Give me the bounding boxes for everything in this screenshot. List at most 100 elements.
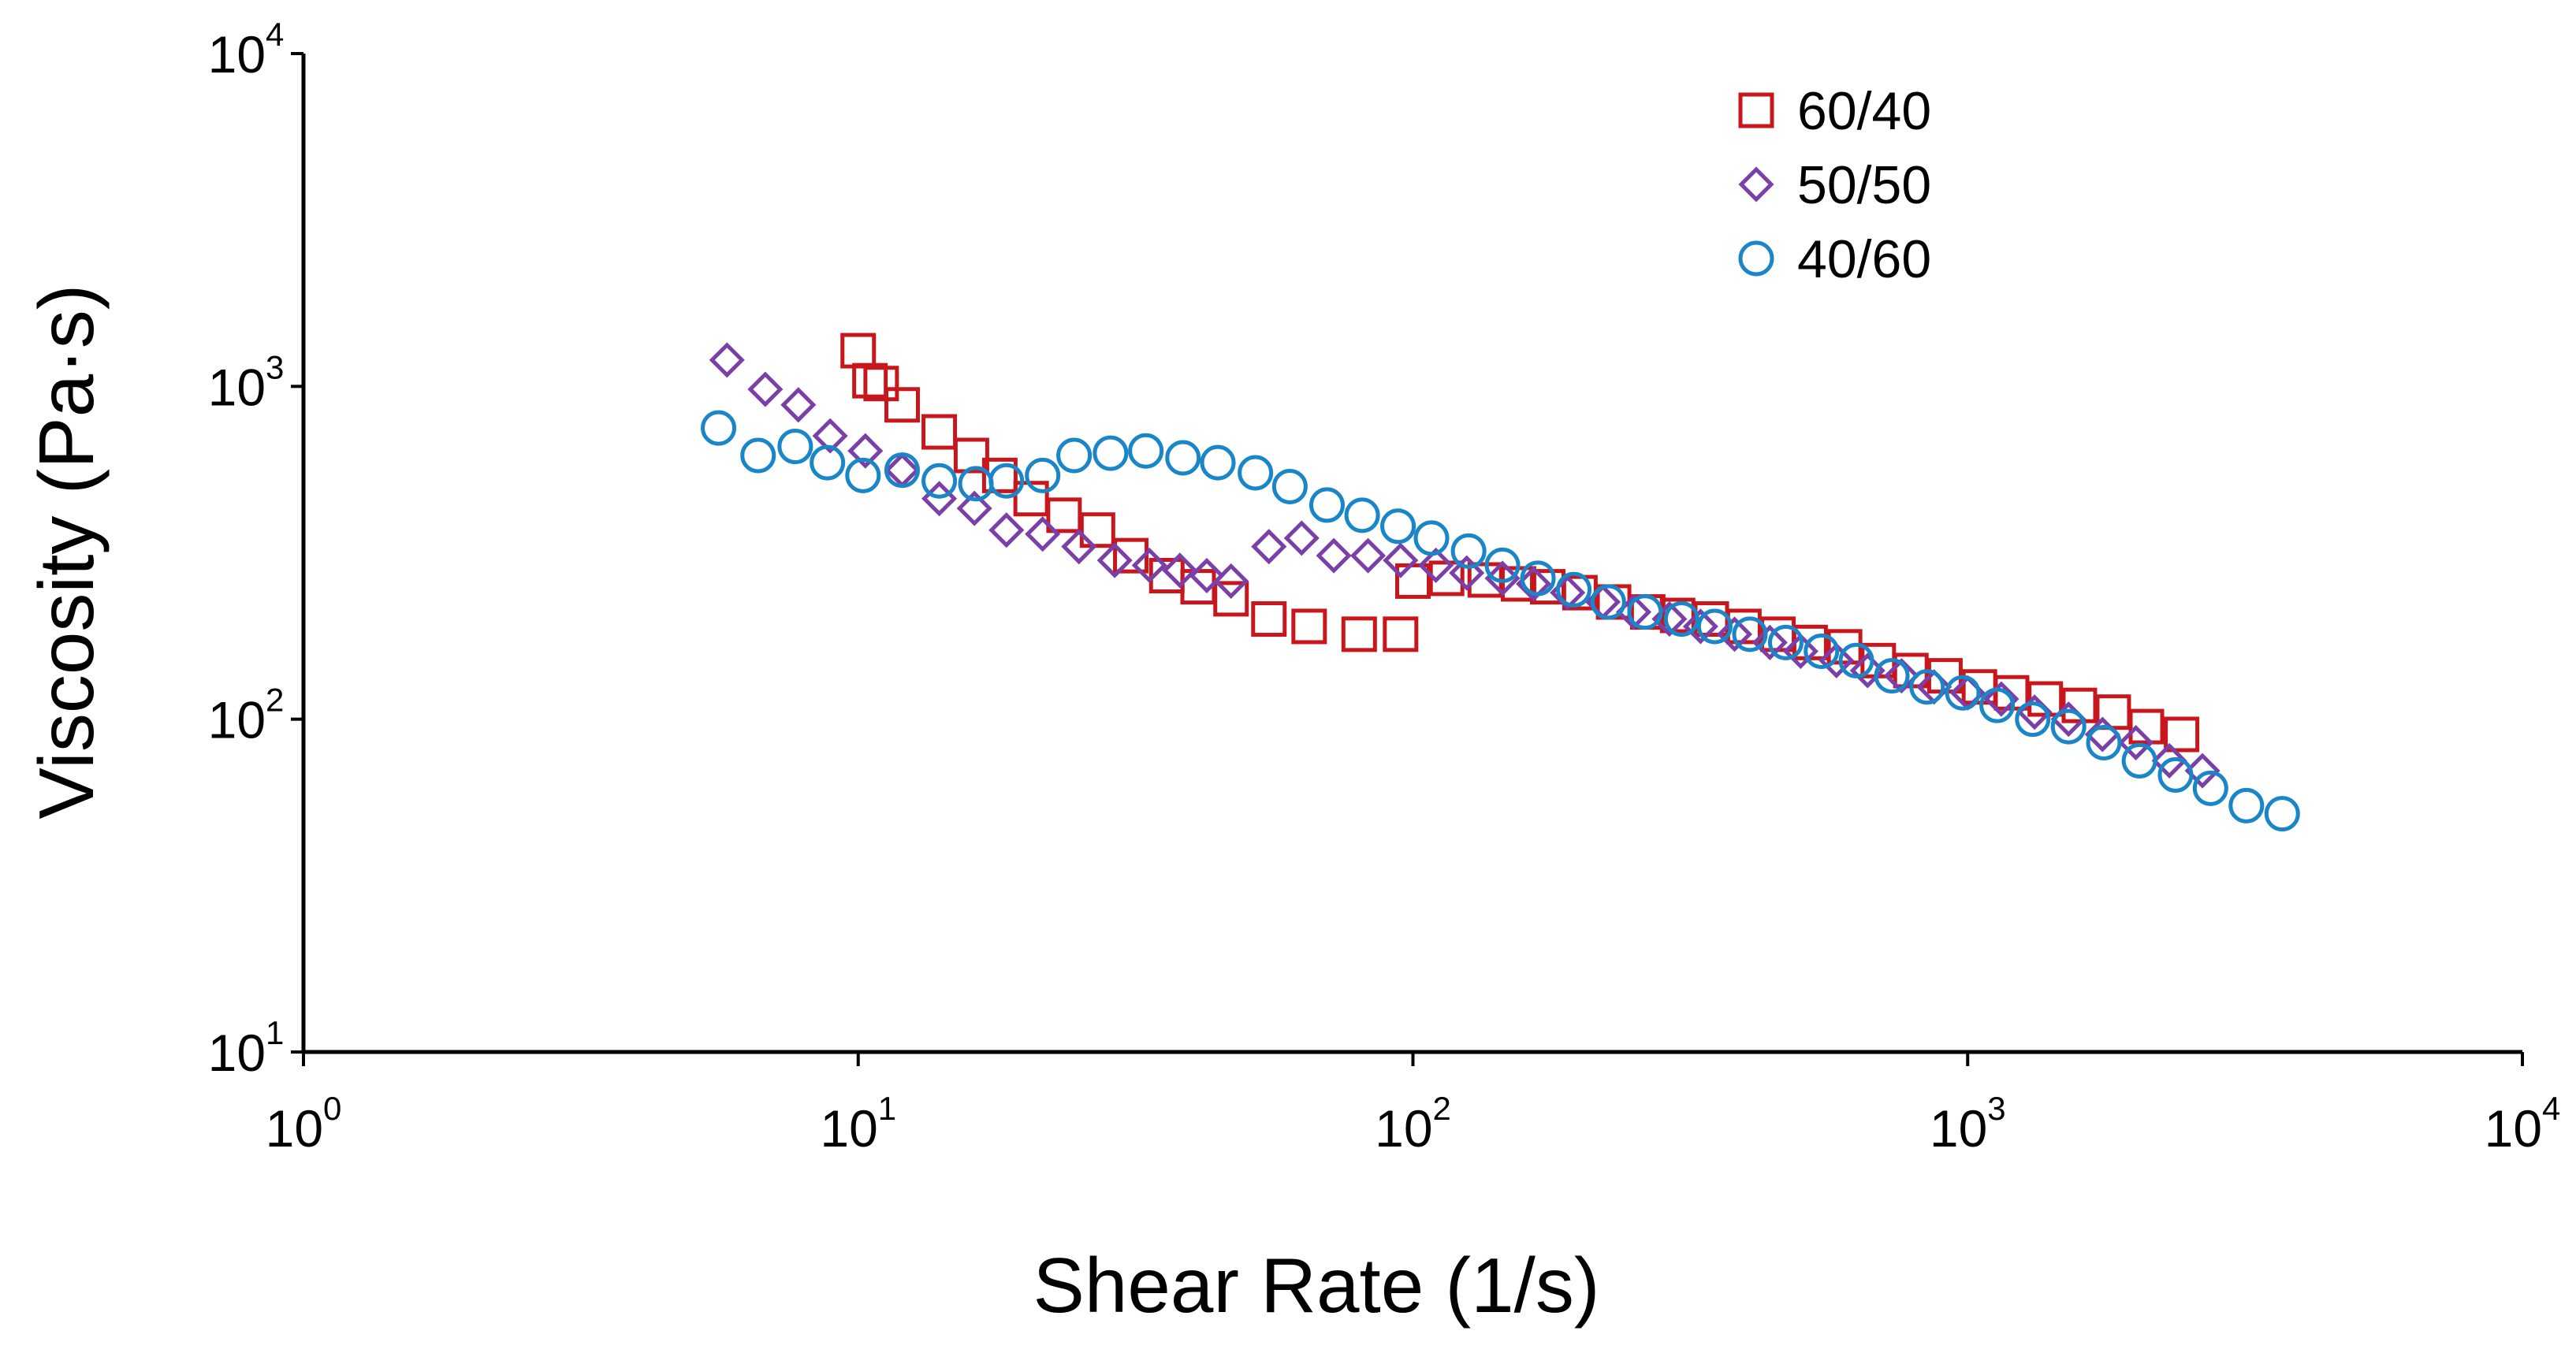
data-point [1983, 681, 2019, 717]
data-point [1025, 516, 1061, 552]
data-point [1096, 542, 1133, 578]
legend-label: 50/50 [1797, 155, 1931, 215]
data-point [981, 457, 1018, 493]
data-point [1716, 616, 1753, 652]
x-tick-label: 101 [820, 1090, 896, 1158]
data-point [1162, 552, 1198, 589]
data-point [740, 437, 776, 474]
y-axis-title: Viscosity (Pa·s) [23, 284, 110, 820]
data-point [2121, 742, 2157, 779]
data-point [2118, 724, 2154, 761]
data-point [780, 387, 817, 423]
data-point [1484, 547, 1521, 583]
data-point [1383, 616, 1419, 652]
data-point [812, 418, 848, 454]
axes: 100 101 102 103 104 101 102 103 104 [208, 16, 2561, 1158]
data-point [1909, 669, 1945, 705]
legend-item: 60/40 [1738, 81, 1931, 141]
data-point [1663, 601, 1699, 637]
series-40-60 [701, 410, 2300, 832]
data-point [1874, 658, 1910, 694]
data-point [810, 444, 846, 481]
data-point [1732, 616, 1768, 652]
y-tick-label: 102 [208, 682, 285, 749]
x-tick-label: 103 [1930, 1090, 2006, 1158]
y-ticks: 101 102 103 104 [208, 16, 303, 1082]
data-point [777, 429, 813, 465]
data-point [1945, 675, 1981, 711]
data-point [1556, 571, 1592, 608]
data-point [2128, 708, 2165, 745]
series-60-40 [840, 333, 2200, 753]
data-point [847, 433, 884, 469]
data-point [1520, 560, 1556, 597]
data-point [884, 452, 920, 489]
data-point [1213, 581, 1249, 617]
data-point [1413, 520, 1450, 556]
data-point [953, 437, 989, 474]
data-point [1046, 497, 1082, 533]
x-tick-label: 100 [266, 1090, 342, 1158]
legend-marker [1738, 166, 1774, 203]
data-point [1079, 512, 1115, 548]
x-tick-label: 102 [1375, 1090, 1451, 1158]
data-point [921, 414, 958, 450]
data-point [1682, 608, 1718, 645]
data-point [2157, 756, 2194, 793]
data-point [1484, 560, 1521, 597]
data-point [1283, 520, 1320, 556]
data-point [1238, 455, 1274, 491]
data-point [701, 410, 737, 446]
x-tick-label: 104 [2485, 1090, 2561, 1158]
data-point [1291, 608, 1327, 645]
data-point [1350, 537, 1387, 574]
data-point [2015, 701, 2051, 738]
y-tick-label: 103 [208, 348, 285, 416]
data-point [1271, 468, 1308, 504]
legend-item: 40/60 [1738, 229, 1931, 289]
data-point [845, 457, 881, 493]
legend-label: 40/60 [1797, 229, 1931, 289]
data-point [1213, 563, 1249, 599]
data-point [2228, 787, 2265, 823]
legend-marker [1738, 92, 1774, 128]
data-point [747, 371, 784, 407]
data-point [921, 463, 958, 499]
data-point [1767, 624, 1804, 660]
data-point [1061, 529, 1097, 565]
data-point [1165, 440, 1201, 476]
data-point [2184, 753, 2220, 789]
data-point [884, 387, 920, 423]
data-point [2086, 724, 2122, 760]
data-point [1818, 642, 1855, 678]
data-point [1380, 508, 1416, 545]
data-point [1627, 594, 1663, 630]
data-point [1341, 616, 1377, 652]
data-points [701, 333, 2300, 832]
data-point [1056, 437, 1093, 474]
data-point [2164, 716, 2200, 753]
data-point [1189, 557, 1225, 594]
data-point [1200, 444, 1236, 481]
legend: 60/40 50/50 40/60 [1738, 81, 1931, 289]
x-axis-title: Shear Rate (1/s) [1033, 1242, 1600, 1329]
data-point [1128, 433, 1164, 469]
data-point [1418, 547, 1454, 583]
data-point [1450, 533, 1487, 569]
data-point [1344, 497, 1380, 533]
data-point [1383, 542, 1419, 578]
data-point [1093, 435, 1129, 471]
data-point [2192, 770, 2228, 806]
legend-item: 50/50 [1738, 155, 1931, 215]
data-point [863, 366, 899, 402]
data-point [840, 333, 877, 369]
data-point [1782, 633, 1818, 669]
data-point [2050, 701, 2086, 738]
data-point [1883, 658, 1919, 694]
legend-marker [1738, 240, 1774, 277]
data-point [2264, 796, 2300, 832]
y-tick-label: 101 [208, 1014, 285, 1082]
data-point [1308, 487, 1345, 523]
data-point [2151, 742, 2187, 779]
